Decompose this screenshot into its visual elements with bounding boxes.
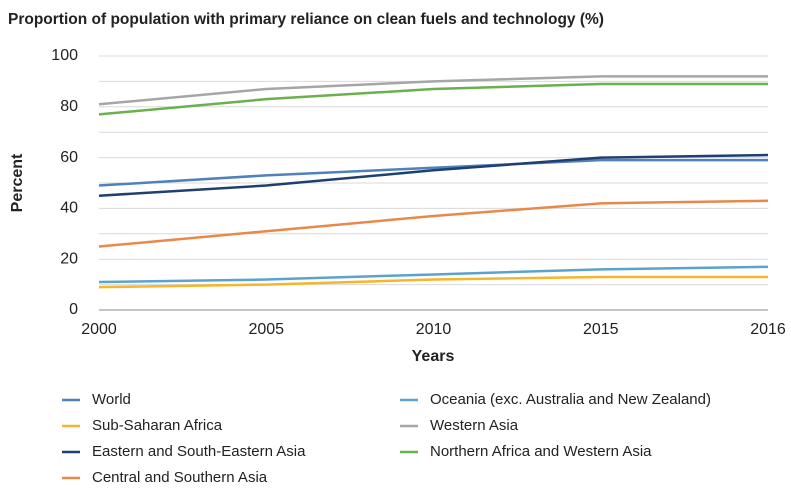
y-axis-label: Percent — [9, 153, 26, 212]
legend-label: Western Asia — [430, 417, 519, 434]
y-tick-label: 20 — [60, 250, 78, 267]
series-line — [98, 158, 768, 187]
legend-label: Northern Africa and Western Asia — [430, 443, 652, 460]
series-line — [98, 199, 769, 248]
y-tick-label: 100 — [51, 47, 78, 64]
legend-label: World — [92, 391, 131, 408]
legend-label: Oceania (exc. Australia and New Zealand) — [430, 391, 711, 408]
chart-title: Proportion of population with primary re… — [8, 11, 604, 28]
y-tick-label: 80 — [60, 98, 78, 115]
series-line — [98, 153, 769, 197]
legend-label: Sub-Saharan Africa — [92, 417, 223, 434]
x-tick-label: 2005 — [248, 321, 284, 338]
y-tick-label: 40 — [60, 200, 78, 217]
y-tick-label: 0 — [69, 301, 78, 318]
legend-label: Central and Southern Asia — [92, 469, 268, 486]
x-tick-label: 2000 — [81, 321, 117, 338]
y-tick-label: 60 — [60, 149, 78, 166]
series-line — [98, 275, 768, 289]
x-axis-label: Years — [412, 348, 455, 365]
series-line — [98, 75, 768, 106]
x-tick-label: 2010 — [416, 321, 452, 338]
legend-label: Eastern and South-Eastern Asia — [92, 443, 306, 460]
x-tick-label: 2015 — [583, 321, 619, 338]
series-line — [98, 265, 769, 284]
series-line — [98, 82, 768, 116]
x-tick-label: 2016 — [750, 321, 786, 338]
